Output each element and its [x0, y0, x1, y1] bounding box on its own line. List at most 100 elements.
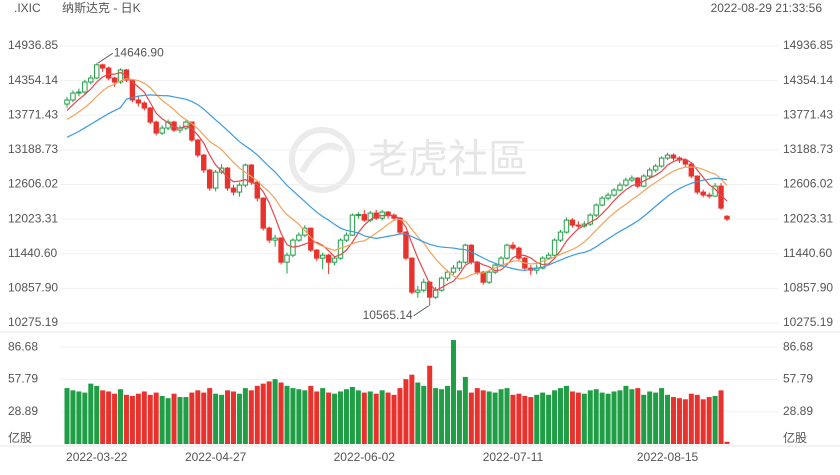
volume-bar — [558, 388, 564, 444]
candle-body — [658, 157, 665, 167]
y-tick-label: 10275.19 — [8, 315, 58, 329]
volume-bar — [409, 374, 415, 444]
volume-bar — [546, 394, 552, 444]
volume-bar — [659, 388, 665, 444]
y-tick-label: 14936.85 — [8, 38, 58, 52]
volume-bar — [284, 385, 290, 444]
volume-tick-label: 57.79 — [8, 372, 38, 386]
volume-bar — [355, 390, 361, 444]
volume-bar — [718, 390, 724, 444]
volume-bar — [700, 399, 706, 444]
volume-bar — [581, 393, 587, 444]
volume-bar — [688, 393, 694, 444]
volume-bar — [468, 392, 474, 444]
volume-bar — [171, 393, 177, 444]
y-tick-label-right: 14936.85 — [783, 38, 833, 52]
candle-body — [349, 214, 356, 236]
x-tick-label: 2022-07-11 — [483, 450, 544, 464]
candle-body — [539, 257, 546, 269]
candle-body — [421, 281, 427, 291]
min-label: 10565.14 — [363, 308, 413, 322]
candle-body — [212, 171, 219, 189]
candle-body — [664, 154, 671, 159]
volume-bar — [266, 381, 272, 444]
volume-bar — [421, 385, 427, 444]
candle-body — [569, 219, 576, 226]
max-marker-line — [97, 52, 114, 64]
watermark: 老虎社區 — [289, 127, 528, 193]
volume-bar — [635, 388, 641, 444]
candle-body — [647, 169, 653, 177]
volume-bar — [314, 391, 320, 444]
symbol: .IXIC — [14, 1, 41, 15]
volume-bar — [230, 391, 236, 444]
volume-bar — [534, 394, 540, 444]
candle-body — [105, 67, 112, 79]
volume-bar — [415, 382, 421, 444]
volume-bar — [617, 390, 623, 444]
volume-bar — [665, 394, 671, 444]
volume-bar — [480, 390, 486, 444]
volume-bar — [706, 397, 712, 444]
y-tick-label-right: 10857.90 — [783, 281, 833, 295]
candle-body — [248, 164, 255, 183]
volume-bar — [123, 394, 129, 444]
volume-bar — [694, 394, 700, 444]
volume-bar — [135, 393, 141, 444]
candle-body — [183, 121, 189, 129]
candle-body — [230, 187, 237, 193]
candle-body — [427, 281, 433, 298]
candle-body — [296, 234, 302, 241]
volume-bar — [682, 399, 688, 444]
candle-body — [260, 197, 266, 229]
volume-unit: 亿股 — [783, 430, 807, 445]
volume-bar — [343, 389, 349, 444]
volume-bar — [147, 394, 153, 444]
y-tick-label: 10857.90 — [8, 281, 58, 295]
volume-bar — [308, 385, 314, 444]
volume-bar — [112, 393, 118, 444]
volume-bar — [296, 389, 302, 444]
volume-bar — [290, 388, 296, 444]
volume-bar — [118, 389, 124, 444]
volume-bar — [242, 388, 248, 444]
volume-bar — [189, 392, 195, 444]
candle-body — [635, 177, 641, 187]
y-tick-label: 13188.73 — [8, 142, 58, 156]
volume-bar — [397, 388, 403, 444]
volume-bar — [676, 398, 682, 444]
candle-body — [438, 277, 445, 291]
volume-bar — [64, 388, 70, 444]
volume-tick-label-right: 57.79 — [783, 372, 813, 386]
volume-bar — [76, 391, 82, 444]
y-tick-label: 11440.60 — [8, 246, 57, 260]
candle-body — [504, 244, 510, 259]
volume-bar — [433, 388, 439, 444]
volume-bar — [278, 382, 284, 444]
candle-body — [135, 99, 142, 104]
volume-tick-label: 28.89 — [8, 404, 38, 418]
candle-body — [688, 163, 695, 177]
volume-bar — [349, 386, 355, 444]
volume-bar — [510, 394, 516, 444]
candle-body — [64, 99, 70, 105]
candle-body — [224, 167, 231, 189]
moving-average-line — [66, 94, 728, 272]
volume-unit: 亿股 — [8, 430, 32, 445]
volume-tick-label-right: 28.89 — [783, 404, 813, 418]
volume-tick-label: 86.68 — [8, 339, 38, 353]
candle-body — [629, 177, 635, 181]
volume-bar — [367, 391, 373, 444]
candle-body — [201, 154, 207, 171]
y-tick-label-right: 10275.19 — [783, 315, 833, 329]
candle-body — [682, 159, 689, 165]
y-tick-label-right: 12606.02 — [783, 177, 833, 191]
volume-bar — [516, 393, 522, 444]
volume-bar — [106, 391, 112, 444]
x-tick-label: 2022-04-27 — [185, 450, 247, 464]
volume-bar — [593, 389, 599, 444]
volume-bar — [183, 397, 189, 444]
candle-body — [236, 184, 243, 193]
candle-body — [278, 237, 284, 263]
candle-body — [724, 215, 730, 220]
